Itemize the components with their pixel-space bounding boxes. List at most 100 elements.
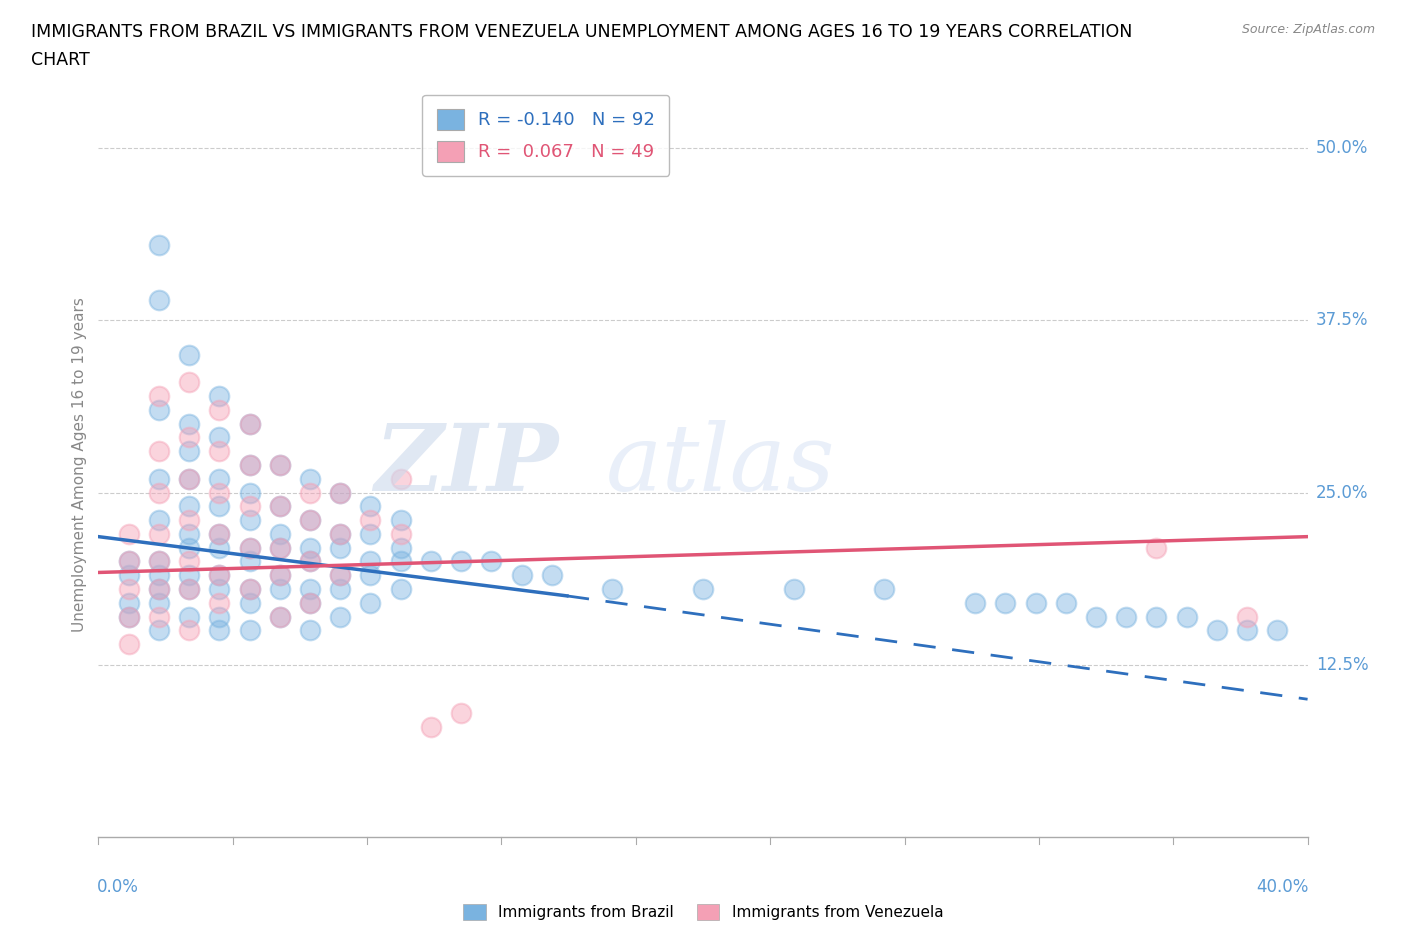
Point [208, 430, 231, 445]
Point [299, 512, 322, 527]
Point [510, 568, 533, 583]
Point [389, 554, 412, 569]
Point [118, 637, 141, 652]
Text: 25.0%: 25.0% [1316, 484, 1368, 501]
Point [239, 540, 262, 555]
Point [208, 609, 231, 624]
Text: IMMIGRANTS FROM BRAZIL VS IMMIGRANTS FROM VENEZUELA UNEMPLOYMENT AMONG AGES 16 T: IMMIGRANTS FROM BRAZIL VS IMMIGRANTS FRO… [31, 23, 1132, 41]
Point [148, 292, 170, 307]
Point [481, 554, 503, 569]
Point [299, 554, 322, 569]
Text: 50.0%: 50.0% [1316, 140, 1368, 157]
Text: atlas: atlas [606, 420, 835, 510]
Point [269, 498, 291, 513]
Point [148, 237, 170, 252]
Point [873, 581, 896, 596]
Point [148, 554, 170, 569]
Point [1175, 609, 1198, 624]
Point [1085, 609, 1108, 624]
Point [177, 472, 201, 486]
Text: 40.0%: 40.0% [1257, 878, 1309, 896]
Point [329, 568, 352, 583]
Legend: R = -0.140   N = 92, R =  0.067   N = 49: R = -0.140 N = 92, R = 0.067 N = 49 [422, 95, 669, 176]
Point [269, 568, 291, 583]
Point [177, 568, 201, 583]
Point [148, 623, 170, 638]
Point [239, 512, 262, 527]
Point [148, 568, 170, 583]
Point [269, 458, 291, 472]
Point [208, 568, 231, 583]
Point [269, 540, 291, 555]
Point [1236, 609, 1258, 624]
Point [1236, 623, 1258, 638]
Point [360, 512, 382, 527]
Point [239, 581, 262, 596]
Point [239, 417, 262, 432]
Point [1265, 623, 1288, 638]
Point [450, 554, 472, 569]
Point [360, 526, 382, 541]
Point [177, 609, 201, 624]
Point [208, 623, 231, 638]
Point [208, 568, 231, 583]
Point [1024, 595, 1046, 610]
Point [299, 581, 322, 596]
Point [239, 581, 262, 596]
Point [269, 609, 291, 624]
Point [118, 609, 141, 624]
Point [1115, 609, 1137, 624]
Point [177, 417, 201, 432]
Point [148, 512, 170, 527]
Point [299, 595, 322, 610]
Point [239, 417, 262, 432]
Point [239, 498, 262, 513]
Point [148, 403, 170, 418]
Point [177, 347, 201, 362]
Point [389, 540, 412, 555]
Point [148, 472, 170, 486]
Point [148, 389, 170, 404]
Text: CHART: CHART [31, 51, 90, 69]
Point [208, 581, 231, 596]
Point [177, 444, 201, 458]
Point [118, 554, 141, 569]
Point [299, 554, 322, 569]
Point [360, 498, 382, 513]
Point [177, 472, 201, 486]
Point [177, 526, 201, 541]
Point [965, 595, 987, 610]
Point [208, 472, 231, 486]
Point [148, 554, 170, 569]
Point [299, 512, 322, 527]
Point [1054, 595, 1077, 610]
Point [389, 512, 412, 527]
Point [177, 512, 201, 527]
Text: 37.5%: 37.5% [1316, 312, 1368, 329]
Point [177, 540, 201, 555]
Point [118, 581, 141, 596]
Point [208, 498, 231, 513]
Point [118, 526, 141, 541]
Point [208, 403, 231, 418]
Point [299, 595, 322, 610]
Point [329, 526, 352, 541]
Point [148, 595, 170, 610]
Point [177, 498, 201, 513]
Point [782, 581, 804, 596]
Point [994, 595, 1017, 610]
Point [118, 554, 141, 569]
Point [148, 581, 170, 596]
Text: ZIP: ZIP [374, 420, 558, 510]
Point [177, 581, 201, 596]
Point [148, 526, 170, 541]
Point [239, 554, 262, 569]
Point [148, 444, 170, 458]
Point [360, 595, 382, 610]
Point [360, 554, 382, 569]
Point [239, 623, 262, 638]
Point [540, 568, 562, 583]
Point [269, 609, 291, 624]
Y-axis label: Unemployment Among Ages 16 to 19 years: Unemployment Among Ages 16 to 19 years [72, 298, 87, 632]
Point [1144, 609, 1167, 624]
